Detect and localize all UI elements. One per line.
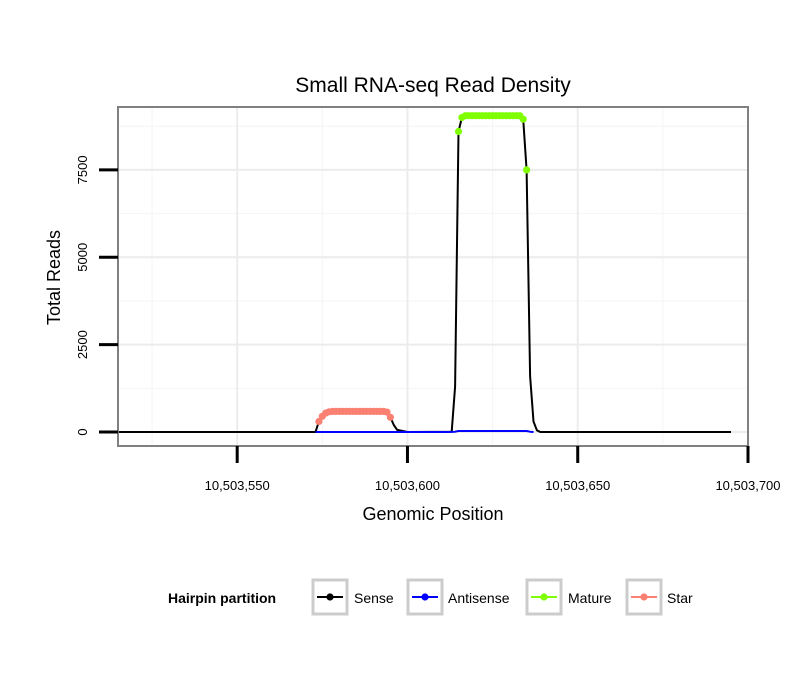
x-tick-label: 10,503,600 — [375, 478, 440, 493]
y-tick-label: 2500 — [75, 330, 90, 359]
star-point — [383, 408, 391, 416]
y-tick-label: 7500 — [75, 155, 90, 184]
x-tick-label: 10,503,650 — [545, 478, 610, 493]
legend-label-sense: Sense — [354, 590, 394, 606]
star-point — [386, 413, 394, 421]
series-layer — [119, 112, 731, 433]
antisense-series-line — [315, 430, 534, 433]
legend-label-star: Star — [667, 590, 693, 606]
legend-key-point-sense — [326, 593, 334, 601]
plot-frame — [117, 106, 749, 447]
y-tick-label: 0 — [75, 428, 90, 435]
axes: 10,503,550 10,503,600 10,503,650 10,503,700… — [75, 155, 781, 493]
star-point — [315, 417, 323, 426]
y-axis-title: Total Reads — [44, 230, 64, 325]
legend-title: Hairpin partition — [168, 590, 276, 606]
x-tick-label: 10,503,700 — [715, 478, 780, 493]
chart-title: Small RNA-seq Read Density — [295, 74, 571, 97]
legend-key-point-antisense — [421, 593, 429, 601]
legend-label-mature: Mature — [568, 590, 612, 606]
x-axis-title: Genomic Position — [362, 504, 503, 524]
mature-point — [523, 166, 531, 174]
legend: Hairpin partition Sense Antisense Mature St… — [168, 578, 693, 616]
y-tick-label: 5000 — [75, 243, 90, 272]
plot-background — [118, 107, 748, 446]
legend-label-antisense: Antisense — [448, 590, 510, 606]
x-tick-label: 10,503,550 — [205, 478, 270, 493]
mature-point — [454, 127, 463, 136]
legend-key-point-star — [640, 593, 648, 601]
mature-point — [519, 115, 527, 123]
legend-key-point-mature — [540, 593, 548, 601]
